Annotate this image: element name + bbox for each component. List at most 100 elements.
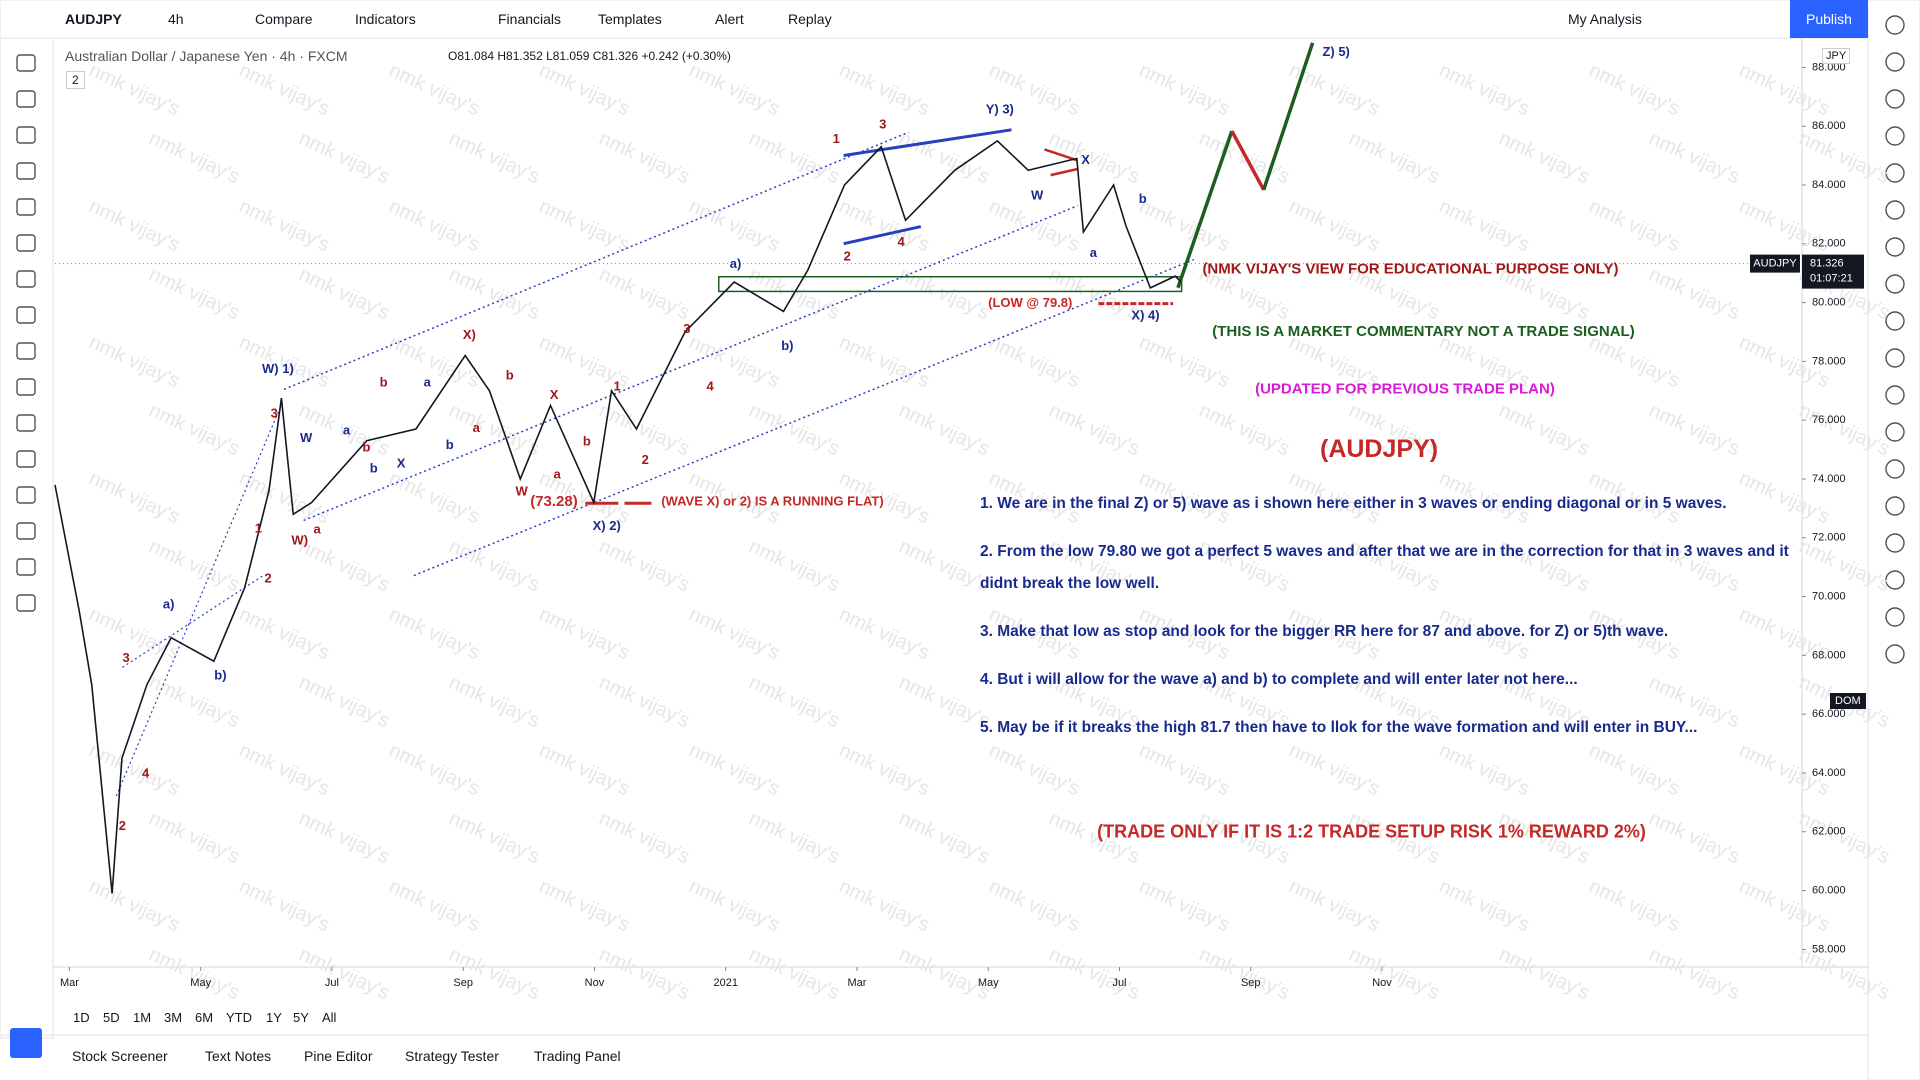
- watermark: nmk vijay's: [596, 807, 693, 868]
- tool-icon: [16, 234, 36, 252]
- watermark: nmk vijay's: [896, 127, 993, 188]
- y-tick-label: 86.000: [1812, 120, 1846, 132]
- watermark: nmk vijay's: [86, 195, 183, 256]
- watermark: nmk vijay's: [746, 671, 843, 732]
- toolbar-item[interactable]: Replay: [788, 11, 832, 27]
- timeframe[interactable]: YTD: [226, 1010, 252, 1025]
- wave-label: Y) 3): [986, 102, 1014, 117]
- watermark: nmk vijay's: [536, 603, 633, 664]
- bottom-tab[interactable]: Text Notes: [205, 1048, 272, 1064]
- timeframe[interactable]: 1Y: [266, 1010, 282, 1025]
- watermark: nmk vijay's: [896, 263, 993, 324]
- toolbar-item[interactable]: Alert: [715, 11, 744, 27]
- toolbar-item[interactable]: Compare: [255, 11, 313, 27]
- watermark: nmk vijay's: [986, 331, 1083, 392]
- wave-label: 4: [142, 765, 150, 780]
- publish-label[interactable]: Publish: [1806, 11, 1852, 27]
- watermark: nmk vijay's: [1196, 399, 1293, 460]
- timeframe[interactable]: 6M: [195, 1010, 214, 1025]
- watermark: nmk vijay's: [1436, 875, 1533, 936]
- x-tick-label: 2021: [713, 977, 737, 989]
- side-icon: [1885, 607, 1905, 627]
- wave-label: 2: [264, 571, 271, 586]
- toolbar-item[interactable]: Templates: [598, 11, 662, 27]
- watermark: nmk vijay's: [896, 399, 993, 460]
- x-tick-label: Jul: [1112, 977, 1126, 989]
- dom-button[interactable]: DOM: [1830, 693, 1866, 709]
- y-tick-label: 58.000: [1812, 943, 1846, 955]
- bottom-tab[interactable]: Pine Editor: [304, 1048, 373, 1064]
- top-bar: [0, 0, 1920, 39]
- projection: [1176, 130, 1234, 289]
- watermark: nmk vijay's: [236, 467, 333, 528]
- y-tick-label: 68.000: [1812, 649, 1846, 661]
- symbol[interactable]: AUDJPY: [65, 11, 122, 27]
- watermark: nmk vijay's: [596, 671, 693, 732]
- drawing-line: [843, 128, 1012, 157]
- legend-ohlc: O81.084 H81.352 L81.059 C81.326 +0.242 (…: [448, 49, 731, 63]
- watermark: nmk vijay's: [146, 127, 243, 188]
- side-icon: [1885, 15, 1905, 35]
- wave-label: b: [506, 367, 514, 382]
- bottom-tab[interactable]: Stock Screener: [72, 1048, 168, 1064]
- tool-icon: [16, 126, 36, 144]
- toolbar-item[interactable]: Financials: [498, 11, 562, 27]
- watermark: nmk vijay's: [1346, 943, 1443, 1004]
- watermark: nmk vijay's: [236, 603, 333, 664]
- watermark: nmk vijay's: [596, 943, 693, 1004]
- watermark: nmk vijay's: [386, 195, 483, 256]
- watermark: nmk vijay's: [686, 875, 783, 936]
- watermark: nmk vijay's: [896, 671, 993, 732]
- interval[interactable]: 4h: [168, 11, 184, 27]
- watermark: nmk vijay's: [746, 807, 843, 868]
- watermark: nmk vijay's: [1136, 59, 1233, 120]
- note: 5. May be if it breaks the high 81.7 the…: [980, 719, 1698, 736]
- wave-label: 3: [683, 321, 690, 336]
- watermark: nmk vijay's: [86, 59, 183, 120]
- wave-label: 2: [642, 452, 649, 467]
- watermark: nmk vijay's: [146, 535, 243, 596]
- side-icon: [1885, 89, 1905, 109]
- timeframe[interactable]: All: [322, 1010, 337, 1025]
- y-tick-label: 78.000: [1812, 355, 1846, 367]
- support-zone: [718, 275, 1183, 293]
- note: 2. From the low 79.80 we got a perfect 5…: [980, 543, 1789, 592]
- channel-line: [303, 205, 1078, 522]
- watermark: nmk vijay's: [236, 875, 333, 936]
- bottom-tab[interactable]: Strategy Tester: [405, 1048, 499, 1064]
- currency[interactable]: JPY: [1822, 48, 1851, 64]
- publish-button[interactable]: [1790, 0, 1868, 38]
- app-logo[interactable]: [10, 1028, 42, 1058]
- wave-label: W: [516, 484, 529, 499]
- watermark: nmk vijay's: [1046, 263, 1143, 324]
- watermark: nmk vijay's: [386, 603, 483, 664]
- timeframe[interactable]: 3M: [164, 1010, 183, 1025]
- watermark: nmk vijay's: [1286, 59, 1383, 120]
- watermark: nmk vijay's: [746, 943, 843, 1004]
- watermark: nmk vijay's: [146, 807, 243, 868]
- side-icon: [1885, 126, 1905, 146]
- bottom-tab[interactable]: Trading Panel: [534, 1048, 621, 1064]
- wave-label: X): [463, 327, 476, 342]
- indicator-badge[interactable]: 2: [66, 71, 85, 89]
- wave-label: a: [313, 522, 321, 537]
- side-icon: [1885, 237, 1905, 257]
- watermark: nmk vijay's: [1646, 807, 1743, 868]
- layout-name[interactable]: My Analysis: [1568, 11, 1642, 27]
- watermark: nmk vijay's: [1586, 59, 1683, 120]
- watermark: nmk vijay's: [86, 875, 183, 936]
- timeframe[interactable]: 1M: [133, 1010, 152, 1025]
- watermark: nmk vijay's: [386, 739, 483, 800]
- tool-icon: [16, 522, 36, 540]
- timeframe[interactable]: 1D: [73, 1010, 90, 1025]
- toolbar-item[interactable]: Indicators: [355, 11, 416, 27]
- watermark: nmk vijay's: [986, 875, 1083, 936]
- watermark: nmk vijay's: [296, 263, 393, 324]
- timeframe[interactable]: 5Y: [293, 1010, 309, 1025]
- tool-icon: [16, 414, 36, 432]
- annotation: (THIS IS A MARKET COMMENTARY NOT A TRADE…: [1212, 323, 1634, 340]
- watermark: nmk vijay's: [1646, 399, 1743, 460]
- side-icon: [1885, 274, 1905, 294]
- timeframe[interactable]: 5D: [103, 1010, 120, 1025]
- x-tick-label: Nov: [1372, 977, 1392, 989]
